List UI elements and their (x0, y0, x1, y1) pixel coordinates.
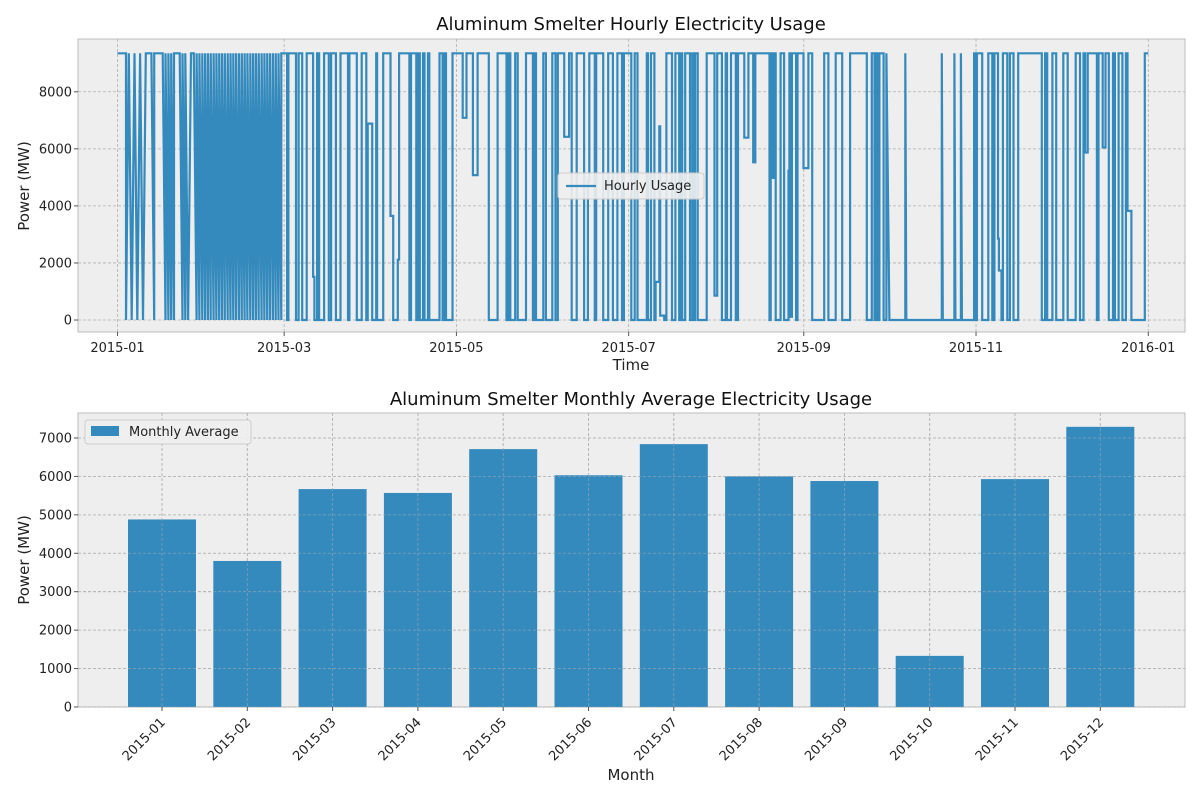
monthly-x-tick-label: 2015-09 (802, 715, 851, 764)
monthly-y-tick-label: 4000 (39, 547, 72, 562)
hourly-x-tick-label: 2016-01 (1121, 341, 1175, 356)
monthly-y-tick-label: 5000 (39, 508, 72, 523)
monthly-y-axis-label: Power (MW) (15, 515, 33, 605)
hourly-x-tick-label: 2015-05 (429, 341, 483, 356)
hourly-legend: Hourly Usage (557, 172, 705, 200)
hourly-x-tick-label: 2015-09 (777, 341, 831, 356)
hourly-y-tick-label: 0 (64, 314, 72, 329)
hourly-usage-chart: Aluminum Smelter Hourly Electricity Usag… (15, 14, 1186, 374)
monthly-average-chart: Aluminum Smelter Monthly Average Electri… (15, 389, 1186, 784)
monthly-x-tick-label: 2015-07 (632, 715, 681, 764)
monthly-y-tick-label: 6000 (39, 470, 72, 485)
hourly-x-tick-label: 2015-03 (257, 341, 311, 356)
hourly-y-tick-label: 4000 (39, 199, 72, 214)
monthly-x-tick-label: 2015-01 (120, 715, 169, 764)
monthly-chart-title: Aluminum Smelter Monthly Average Electri… (390, 389, 872, 410)
monthly-y-tick-label: 1000 (39, 662, 72, 677)
hourly-x-ticks: 2015-01 2015-03 2015-05 2015-07 2015-09 2015-… (90, 332, 1175, 356)
monthly-y-tick-label: 3000 (39, 585, 72, 600)
hourly-legend-box (557, 172, 705, 200)
monthly-legend-swatch (91, 426, 119, 436)
monthly-y-tick-label: 2000 (39, 624, 72, 639)
hourly-usage-line (117, 52, 1149, 322)
hourly-x-tick-label: 2015-11 (949, 341, 1003, 356)
monthly-x-axis-label: Month (607, 766, 654, 784)
hourly-y-tick-label: 2000 (39, 256, 72, 271)
monthly-y-tick-label: 7000 (39, 431, 72, 446)
monthly-legend: Monthly Average (84, 419, 252, 445)
hourly-legend-label: Hourly Usage (604, 179, 691, 194)
hourly-x-tick-label: 2015-07 (602, 341, 656, 356)
hourly-x-axis-label: Time (612, 356, 650, 374)
monthly-x-tick-label: 2015-04 (376, 715, 425, 764)
monthly-x-tick-label: 2015-03 (290, 715, 339, 764)
hourly-y-tick-label: 8000 (39, 85, 72, 100)
monthly-legend-box (84, 419, 252, 445)
monthly-bars (78, 413, 1185, 708)
monthly-y-tick-label: 0 (64, 701, 72, 716)
monthly-x-tick-label: 2015-08 (717, 715, 766, 764)
monthly-x-tick-label: 2015-06 (546, 715, 595, 764)
monthly-x-tick-label: 2015-05 (461, 715, 510, 764)
monthly-x-tick-label: 2015-11 (973, 715, 1022, 764)
hourly-x-tick-label: 2015-01 (90, 341, 144, 356)
hourly-y-axis-label: Power (MW) (15, 141, 33, 231)
hourly-y-tick-label: 6000 (39, 142, 72, 157)
hourly-chart-title: Aluminum Smelter Hourly Electricity Usag… (436, 14, 826, 35)
monthly-x-tick-label: 2015-12 (1058, 715, 1107, 764)
hourly-y-ticks: 0 2000 4000 6000 8000 (39, 85, 78, 329)
monthly-x-tick-label: 2015-02 (205, 715, 254, 764)
monthly-x-tick-label: 2015-10 (888, 715, 937, 764)
monthly-legend-label: Monthly Average (129, 425, 239, 440)
monthly-x-ticks: 2015-01 2015-02 2015-03 2015-04 2015-05 2015-… (120, 707, 1107, 764)
monthly-y-ticks: 0 1000 2000 3000 4000 5000 6000 7000 (39, 431, 78, 716)
